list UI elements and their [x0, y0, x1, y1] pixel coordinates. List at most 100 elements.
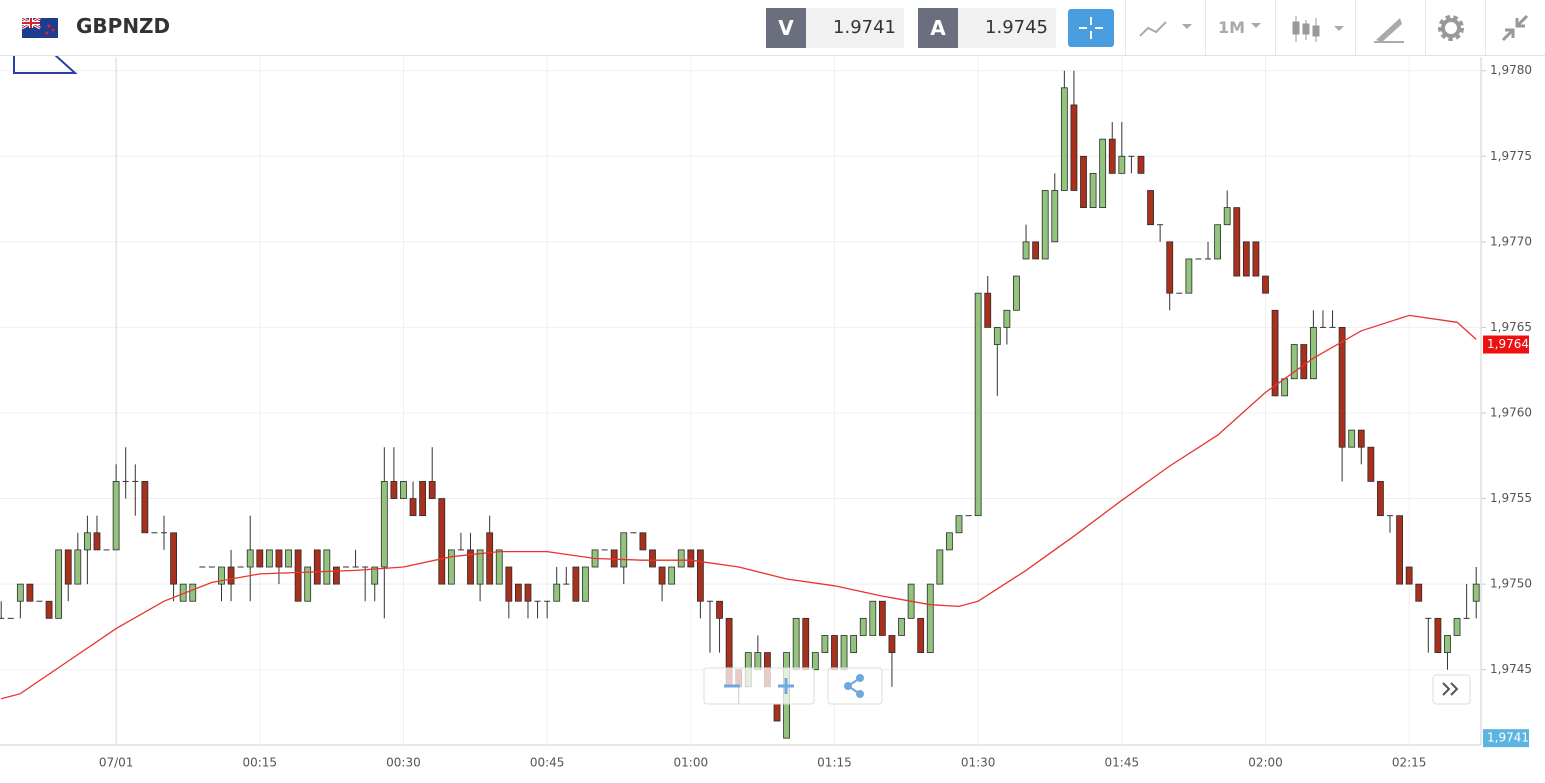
separator: [1275, 0, 1276, 56]
candle-body: [380, 481, 388, 568]
candle-body: [0, 617, 5, 619]
candle-body: [122, 480, 129, 482]
candle-body: [199, 566, 206, 568]
candle-body: [1387, 515, 1394, 517]
candle-body: [400, 481, 407, 499]
candle-body: [1357, 429, 1365, 448]
candle-style-button[interactable]: [1290, 12, 1350, 46]
candle-body: [103, 549, 110, 551]
separator: [1205, 0, 1206, 56]
separator: [1355, 0, 1356, 56]
y-tick-label: 1,9760: [1490, 405, 1532, 419]
ma-price-tag-label: 1,9764: [1487, 337, 1529, 351]
candle-body: [36, 600, 43, 602]
candle-body: [946, 532, 953, 551]
candle-body: [696, 549, 704, 602]
candle-body: [304, 566, 312, 602]
x-tick-label: 01:45: [1105, 756, 1140, 770]
candle-body: [1108, 138, 1116, 174]
crosshair-button[interactable]: [1068, 9, 1114, 47]
candle-body: [246, 549, 254, 568]
x-tick-label: 00:45: [530, 756, 565, 770]
drawing-tools-button[interactable]: [1374, 14, 1406, 44]
candle-body: [1463, 617, 1470, 619]
y-tick-label: 1,9765: [1490, 320, 1532, 334]
instrument-title: GBPNZD: [76, 14, 171, 38]
candle-body: [1003, 309, 1011, 328]
candle-body: [1205, 258, 1212, 260]
candle-body: [563, 583, 570, 585]
candle-body: [265, 549, 273, 568]
candle-body: [141, 481, 149, 534]
candle-body: [26, 583, 34, 602]
candle-body: [888, 635, 896, 653]
candle-body: [208, 566, 215, 568]
candle-body: [582, 566, 589, 602]
candle-body: [1089, 172, 1097, 209]
candle-body: [840, 635, 848, 671]
candle-body: [294, 549, 302, 602]
plot-area: [0, 57, 1481, 745]
candle-body: [419, 481, 427, 517]
separator: [1425, 0, 1426, 56]
scroll-right-button[interactable]: [1432, 674, 1471, 705]
candle-body: [610, 549, 618, 568]
bid-value[interactable]: 1.9741: [806, 8, 904, 48]
chart-type-button[interactable]: [1138, 14, 1198, 44]
candle-body: [1060, 87, 1068, 191]
x-tick-label: 07/01: [99, 756, 134, 770]
y-tick-label: 1,9775: [1490, 149, 1532, 163]
share-button[interactable]: [827, 667, 883, 705]
y-tick-label: 1,9780: [1490, 63, 1532, 77]
candle-body: [687, 549, 695, 568]
candle-body: [993, 327, 1001, 345]
bid-label[interactable]: V: [766, 8, 806, 48]
candle-body: [447, 549, 455, 585]
candle-body: [74, 549, 82, 585]
x-tick-label: 02:00: [1248, 756, 1283, 770]
candle-body: [333, 566, 340, 585]
candle-body: [1319, 326, 1326, 328]
candle-body: [1070, 104, 1078, 191]
collapse-button[interactable]: [1499, 12, 1531, 44]
candle-body: [16, 583, 24, 602]
candle-body: [218, 566, 225, 585]
candle-body: [1195, 258, 1202, 260]
candle-body: [850, 635, 858, 653]
candle-body: [1472, 583, 1480, 602]
x-tick-label: 01:15: [817, 756, 852, 770]
candle-body: [620, 532, 628, 568]
candle-body: [859, 617, 867, 636]
candle-body: [1271, 309, 1279, 397]
candle-body: [505, 566, 513, 602]
candle-body: [869, 600, 877, 636]
y-tick-label: 1,9745: [1490, 662, 1532, 676]
candle-body: [955, 515, 963, 534]
candle-body: [161, 532, 168, 534]
candle-body: [965, 515, 972, 517]
candle-body: [362, 566, 369, 568]
settings-button[interactable]: [1435, 12, 1467, 44]
candle-body: [1434, 617, 1442, 653]
candle-body: [1405, 566, 1413, 585]
ask-value[interactable]: 1.9745: [958, 8, 1056, 48]
ask-label[interactable]: A: [918, 8, 958, 48]
candle-body: [285, 549, 292, 568]
current-price-tag-label: 1,9741: [1487, 731, 1529, 745]
candle-body: [486, 532, 494, 585]
zoom-controls[interactable]: [703, 667, 815, 705]
candle-body: [524, 583, 532, 602]
y-tick-label: 1,9750: [1490, 577, 1532, 591]
timeframe-button[interactable]: 1M: [1218, 18, 1246, 37]
candle-body: [55, 549, 63, 619]
candle-body: [1137, 155, 1145, 174]
candle-body: [342, 566, 349, 568]
candle-body: [754, 652, 762, 671]
candle-body: [601, 549, 608, 551]
y-tick-label: 1,9770: [1490, 234, 1532, 248]
candle-body: [495, 549, 503, 585]
candle-body: [1290, 344, 1298, 380]
current-price-tag: [1483, 729, 1529, 748]
candle-body: [275, 549, 283, 568]
candle-body: [1233, 207, 1241, 277]
